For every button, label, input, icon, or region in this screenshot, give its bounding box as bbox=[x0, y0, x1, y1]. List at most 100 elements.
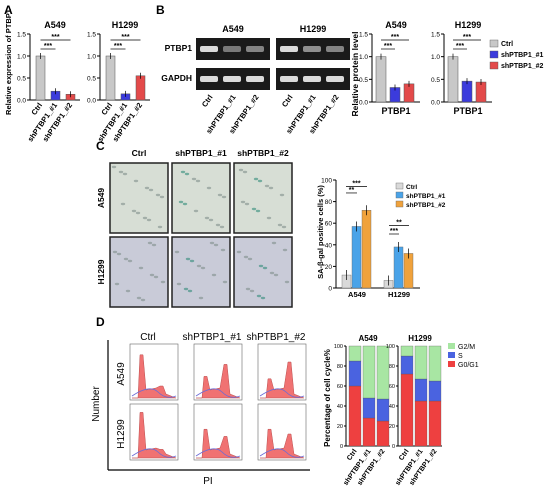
a549-expr-sig-label: *** bbox=[51, 34, 59, 41]
d-stack-segment bbox=[348, 360, 362, 387]
c-column-label: Ctrl bbox=[132, 148, 147, 158]
c-cell bbox=[213, 243, 219, 247]
c-cell bbox=[114, 282, 120, 286]
c-legend-swatch bbox=[395, 191, 404, 199]
c-cell bbox=[193, 209, 199, 213]
c-cell bbox=[149, 273, 155, 277]
c-cell bbox=[151, 243, 157, 247]
c-cell bbox=[208, 218, 214, 222]
c-cell bbox=[112, 250, 118, 254]
c-cell bbox=[282, 248, 288, 252]
d-legend-label: S bbox=[458, 353, 463, 360]
c-cell bbox=[244, 202, 250, 206]
panel-c: Ctrl shPTBP1_#1 shPTBP1_#2 A549 H1299 SA-β-ga… bbox=[96, 148, 446, 308]
c-cell bbox=[243, 255, 249, 259]
c-column-label: shPTBP1_#1 bbox=[175, 148, 227, 158]
b-legend-swatch bbox=[489, 61, 499, 70]
d-chart-ytick-label: 40 bbox=[389, 404, 395, 410]
d-histogram-fit bbox=[195, 448, 241, 458]
c-cell bbox=[257, 179, 263, 183]
c-sig-label: *** bbox=[390, 228, 398, 235]
b-a549-ytick-label: 1.0 bbox=[359, 54, 368, 61]
d-histogram-fit bbox=[131, 448, 177, 458]
a549-expr-ytick-label: 0.0 bbox=[17, 98, 26, 105]
c-cell bbox=[159, 195, 165, 199]
d-histogram-fit bbox=[259, 388, 305, 398]
d-chart-xtick-label: Ctrl bbox=[346, 448, 359, 462]
c-bar bbox=[361, 210, 372, 289]
c-cell bbox=[184, 172, 190, 176]
blot-band bbox=[246, 76, 264, 82]
d-ylabel: Number bbox=[91, 386, 102, 422]
c-cell bbox=[242, 170, 248, 174]
b-h1299-sig-label: *** bbox=[463, 34, 471, 41]
d-chart-ytick-label: 60 bbox=[389, 384, 395, 390]
panel-b-label: B bbox=[156, 3, 165, 17]
d-stack-segment bbox=[376, 345, 390, 400]
b-legend-swatch bbox=[489, 50, 499, 59]
c-cell bbox=[140, 298, 146, 302]
d-histogram-peak bbox=[260, 428, 305, 459]
c-cell bbox=[111, 165, 117, 169]
c-cell bbox=[258, 264, 264, 268]
panel-c-label: C bbox=[96, 139, 105, 153]
d-chart-ytick-label: 20 bbox=[337, 424, 343, 430]
d-column-label: shPTBP1_#2 bbox=[247, 332, 306, 343]
c-cell bbox=[125, 289, 131, 293]
c-cell bbox=[144, 186, 150, 190]
c-micrograph bbox=[233, 162, 293, 234]
d-histogram-peak bbox=[196, 428, 241, 459]
c-cell bbox=[120, 202, 126, 206]
c-micrograph bbox=[171, 162, 231, 234]
c-cell bbox=[153, 275, 159, 279]
c-cell bbox=[273, 273, 279, 277]
d-stack-segment bbox=[348, 385, 362, 447]
c-cell bbox=[178, 200, 184, 204]
c-cell bbox=[176, 282, 182, 286]
c-cell bbox=[281, 225, 287, 229]
d-stack-segment bbox=[414, 400, 428, 447]
b-h1299-bar bbox=[461, 80, 473, 103]
h1299-expr-sig-label: *** bbox=[114, 43, 122, 50]
c-cell bbox=[200, 266, 206, 270]
c-cell bbox=[256, 294, 262, 298]
c-cell bbox=[146, 218, 152, 222]
c-legend-swatch bbox=[395, 200, 404, 208]
c-cell bbox=[284, 280, 290, 284]
c-cell bbox=[269, 271, 275, 275]
b-h1299-bar bbox=[447, 56, 459, 103]
c-cell bbox=[221, 195, 227, 199]
b-legend-label: shPTBP1_#1 bbox=[501, 52, 544, 59]
c-cell bbox=[262, 266, 268, 270]
a549-expr-title: A549 bbox=[44, 20, 66, 30]
b-a549-sig-label: *** bbox=[391, 34, 399, 41]
c-bar bbox=[393, 246, 404, 289]
c-xtick-label: A549 bbox=[348, 290, 366, 299]
c-cell bbox=[253, 177, 259, 181]
c-cell bbox=[247, 257, 253, 261]
d-stack-segment bbox=[348, 345, 362, 362]
blot-band bbox=[326, 76, 344, 82]
d-stack-segment bbox=[362, 397, 376, 419]
c-cell bbox=[116, 252, 122, 256]
a549-expr-ytick-label: 1.0 bbox=[17, 54, 26, 61]
c-cell bbox=[209, 241, 215, 245]
c-cell bbox=[198, 296, 204, 300]
a549-expr-ytick-label: 0.5 bbox=[17, 76, 26, 83]
c-cell bbox=[142, 216, 148, 220]
blot-group-label: A549 bbox=[222, 24, 244, 34]
c-cell bbox=[191, 177, 197, 181]
c-cell bbox=[238, 168, 244, 172]
d-column-label: shPTBP1_#1 bbox=[183, 332, 242, 343]
c-cell bbox=[266, 216, 272, 220]
d-legend-label: G0/G1 bbox=[458, 362, 479, 369]
c-cell bbox=[131, 209, 137, 213]
c-ytick-label: 100 bbox=[321, 178, 332, 185]
d-stack-segment bbox=[376, 420, 390, 447]
d-chart-ytick-label: 100 bbox=[386, 344, 395, 350]
h1299-expr-bar bbox=[135, 75, 146, 101]
a549-expr-ytick-label: 1.5 bbox=[17, 32, 26, 39]
d-histogram-fit bbox=[195, 388, 241, 398]
c-cell bbox=[189, 259, 195, 263]
panel-a-label: A bbox=[4, 3, 13, 17]
